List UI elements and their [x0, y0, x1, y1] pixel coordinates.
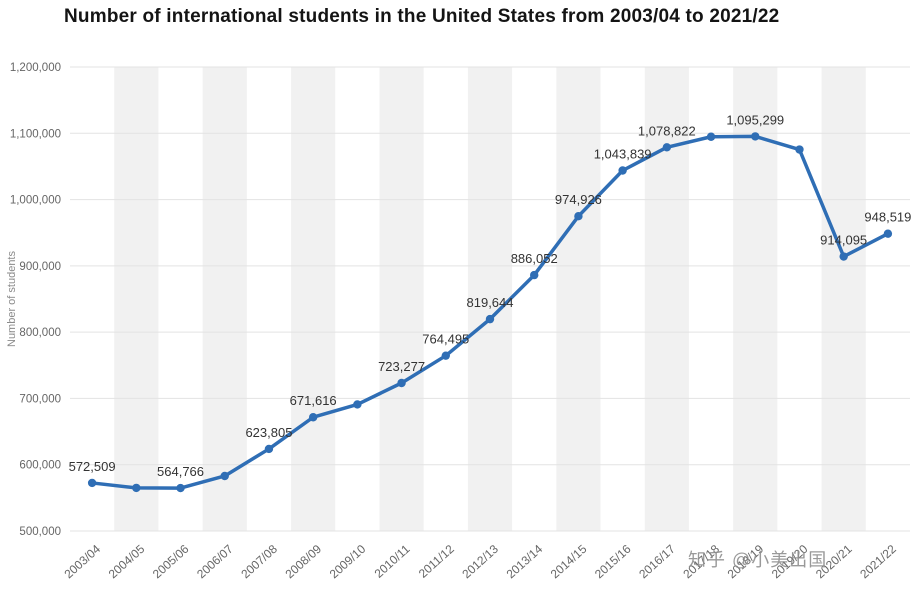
data-point	[441, 351, 450, 360]
data-label: 572,509	[69, 459, 116, 474]
x-tick-label: 2008/09	[283, 542, 325, 582]
data-label: 819,644	[467, 295, 514, 310]
x-tick-label: 2004/05	[106, 542, 148, 582]
data-point	[751, 132, 760, 141]
y-tick-label: 1,200,000	[10, 62, 61, 74]
data-point	[883, 229, 893, 238]
plot-stripe	[467, 67, 513, 531]
x-tick-label: 2006/07	[194, 542, 236, 582]
y-tick-label: 900,000	[19, 261, 61, 273]
data-label: 886,052	[511, 251, 558, 266]
data-point	[353, 400, 362, 409]
x-tick-label: 2010/11	[372, 542, 413, 581]
data-point	[795, 145, 804, 154]
y-tick-label: 500,000	[19, 526, 61, 538]
x-tick-label: 2014/15	[548, 542, 590, 582]
data-label: 723,277	[378, 359, 425, 374]
plot-stripe	[556, 67, 601, 531]
data-label: 764,495	[422, 332, 469, 347]
data-label: 671,616	[290, 393, 337, 408]
data-label: 1,095,299	[726, 112, 784, 127]
plot-stripe	[114, 67, 159, 531]
data-point	[485, 314, 495, 324]
data-point	[397, 378, 406, 388]
watermark: 知乎 @小美出国	[688, 550, 828, 570]
data-label: 564,766	[157, 464, 204, 479]
plot-stripe	[291, 67, 336, 531]
data-label: 974,926	[555, 192, 602, 207]
data-point	[132, 483, 141, 493]
plot-stripe	[733, 67, 778, 531]
x-tick-label: 2012/13	[459, 542, 501, 582]
data-label: 623,805	[245, 425, 292, 440]
data-point	[87, 478, 97, 488]
data-point	[618, 166, 627, 175]
data-point	[530, 270, 539, 280]
plot-stripe	[202, 67, 247, 531]
y-tick-label: 1,000,000	[10, 195, 61, 207]
y-tick-label: 700,000	[19, 393, 61, 405]
y-tick-label: 1,100,000	[10, 128, 61, 140]
data-label: 948,519	[864, 210, 911, 225]
data-point	[308, 413, 318, 422]
data-point	[706, 132, 716, 141]
data-point	[176, 483, 185, 493]
x-tick-label: 2003/04	[61, 542, 103, 582]
x-tick-label: 2016/17	[636, 542, 678, 582]
y-tick-label: 600,000	[19, 460, 61, 472]
x-tick-label: 2011/12	[416, 542, 457, 581]
y-tick-label: 800,000	[19, 327, 61, 339]
x-tick-label: 2005/06	[150, 542, 192, 582]
chart-title: Number of international students in the …	[64, 6, 780, 27]
data-point	[662, 143, 672, 152]
x-tick-label: 2007/08	[238, 542, 280, 582]
plot-stripe	[821, 67, 866, 531]
data-point	[839, 252, 848, 261]
data-point	[220, 471, 229, 481]
x-tick-label: 2021/22	[857, 542, 899, 582]
data-point	[574, 211, 583, 221]
data-point	[264, 444, 274, 454]
plot-stripe	[379, 67, 424, 531]
data-label: 914,095	[820, 233, 867, 248]
x-tick-label: 2009/10	[327, 542, 369, 582]
data-label: 1,078,822	[638, 123, 696, 138]
x-tick-label: 2013/14	[504, 542, 546, 582]
x-tick-label: 2015/16	[592, 542, 634, 582]
data-label: 1,043,839	[594, 147, 652, 162]
